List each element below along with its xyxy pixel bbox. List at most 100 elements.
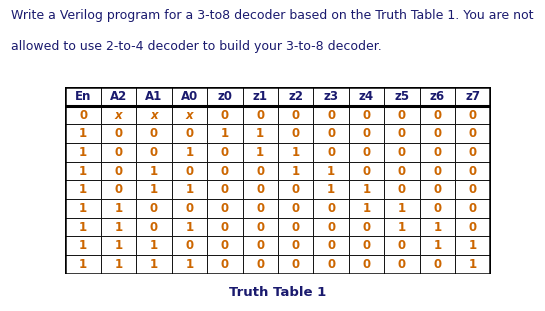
- Text: A1: A1: [146, 90, 162, 103]
- Text: 1: 1: [150, 239, 158, 252]
- Bar: [278, 106, 313, 124]
- Bar: [65, 236, 101, 255]
- Text: 0: 0: [398, 183, 406, 196]
- Text: 1: 1: [469, 239, 477, 252]
- Text: z3: z3: [324, 90, 338, 103]
- Text: 0: 0: [327, 202, 335, 215]
- Bar: [420, 180, 455, 199]
- Text: 0: 0: [292, 220, 300, 234]
- Text: 0: 0: [221, 146, 229, 159]
- Bar: [243, 106, 278, 124]
- Bar: [384, 162, 420, 180]
- Text: 0: 0: [433, 202, 441, 215]
- Bar: [278, 180, 313, 199]
- Bar: [420, 199, 455, 218]
- Bar: [278, 255, 313, 274]
- Text: 1: 1: [150, 183, 158, 196]
- Text: 1: 1: [327, 183, 335, 196]
- Text: 0: 0: [221, 109, 229, 122]
- Bar: [65, 124, 101, 143]
- Text: 0: 0: [292, 109, 300, 122]
- Text: 0: 0: [256, 239, 264, 252]
- Bar: [278, 236, 313, 255]
- Bar: [207, 199, 243, 218]
- Bar: [172, 218, 207, 236]
- Text: x: x: [150, 109, 158, 122]
- Bar: [313, 124, 349, 143]
- Text: z7: z7: [465, 90, 480, 103]
- Text: 1: 1: [362, 183, 371, 196]
- Text: 0: 0: [114, 183, 123, 196]
- Bar: [384, 106, 420, 124]
- Bar: [101, 143, 136, 162]
- Bar: [65, 218, 101, 236]
- Bar: [207, 124, 243, 143]
- Text: 0: 0: [256, 220, 264, 234]
- Text: 1: 1: [79, 183, 87, 196]
- Bar: [136, 106, 172, 124]
- Bar: [243, 180, 278, 199]
- Bar: [172, 106, 207, 124]
- Bar: [313, 218, 349, 236]
- Text: 1: 1: [79, 202, 87, 215]
- Bar: [278, 143, 313, 162]
- Text: z2: z2: [288, 90, 303, 103]
- Bar: [349, 87, 384, 106]
- Text: 0: 0: [256, 109, 264, 122]
- Text: 1: 1: [114, 258, 123, 271]
- Text: 0: 0: [433, 109, 441, 122]
- Text: 0: 0: [469, 109, 477, 122]
- Bar: [243, 199, 278, 218]
- Text: 1: 1: [185, 258, 193, 271]
- Text: 0: 0: [362, 109, 371, 122]
- Text: z1: z1: [253, 90, 268, 103]
- Text: 0: 0: [398, 258, 406, 271]
- Text: 1: 1: [114, 220, 123, 234]
- Bar: [278, 162, 313, 180]
- Text: 0: 0: [150, 202, 158, 215]
- Bar: [455, 218, 490, 236]
- Bar: [172, 87, 207, 106]
- Bar: [384, 255, 420, 274]
- Text: 1: 1: [185, 146, 193, 159]
- Bar: [172, 143, 207, 162]
- Text: 0: 0: [221, 165, 229, 178]
- Bar: [349, 255, 384, 274]
- Bar: [313, 236, 349, 255]
- Text: 0: 0: [469, 220, 477, 234]
- Text: allowed to use 2-to-4 decoder to build your 3-to-8 decoder.: allowed to use 2-to-4 decoder to build y…: [11, 40, 381, 53]
- Bar: [455, 106, 490, 124]
- Bar: [313, 162, 349, 180]
- Text: A0: A0: [181, 90, 198, 103]
- Bar: [455, 124, 490, 143]
- Text: En: En: [75, 90, 92, 103]
- Text: 0: 0: [433, 258, 441, 271]
- Bar: [101, 180, 136, 199]
- Text: 0: 0: [256, 183, 264, 196]
- Bar: [207, 218, 243, 236]
- Text: A2: A2: [110, 90, 127, 103]
- Text: 0: 0: [362, 239, 371, 252]
- Text: 0: 0: [185, 202, 193, 215]
- Bar: [278, 124, 313, 143]
- Text: z0: z0: [217, 90, 232, 103]
- Text: 1: 1: [79, 239, 87, 252]
- Bar: [349, 236, 384, 255]
- Bar: [243, 124, 278, 143]
- Text: 0: 0: [433, 127, 441, 140]
- Bar: [207, 162, 243, 180]
- Text: 1: 1: [292, 165, 300, 178]
- Bar: [349, 143, 384, 162]
- Bar: [384, 87, 420, 106]
- Bar: [420, 255, 455, 274]
- Bar: [384, 180, 420, 199]
- Text: 0: 0: [114, 165, 123, 178]
- Bar: [278, 218, 313, 236]
- Bar: [101, 124, 136, 143]
- Bar: [207, 236, 243, 255]
- Bar: [172, 199, 207, 218]
- Text: 1: 1: [433, 220, 441, 234]
- Text: 0: 0: [362, 258, 371, 271]
- Text: 0: 0: [185, 165, 193, 178]
- Text: 1: 1: [433, 239, 441, 252]
